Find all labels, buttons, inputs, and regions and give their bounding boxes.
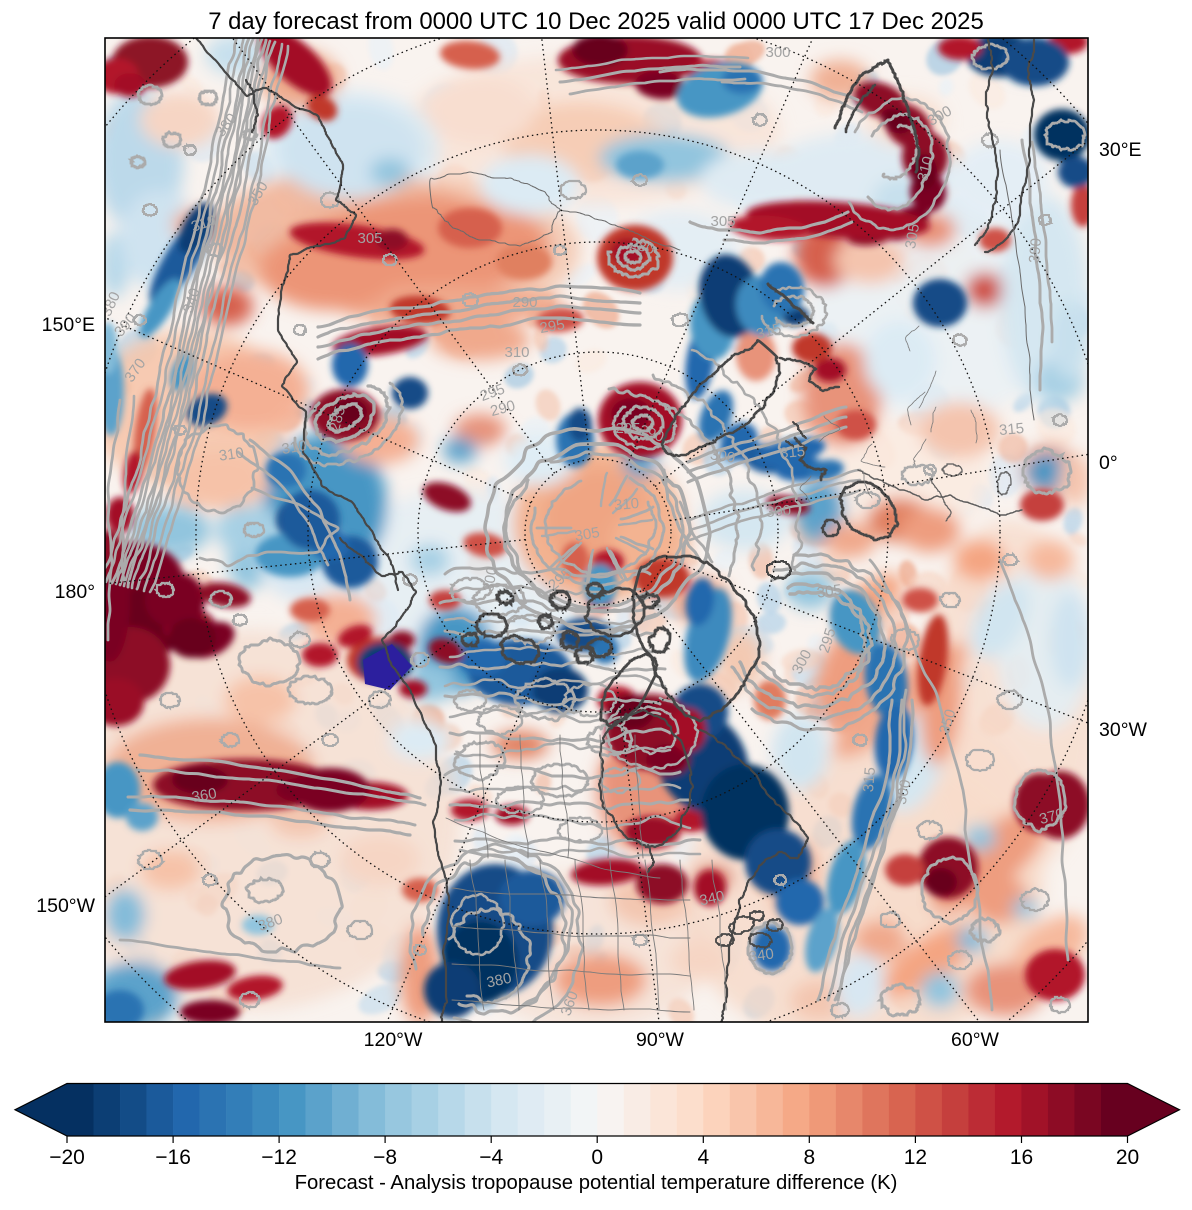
svg-text:300: 300 [893, 778, 915, 806]
svg-text:285: 285 [326, 405, 349, 434]
svg-text:305: 305 [573, 524, 601, 545]
svg-text:150°E: 150°E [42, 314, 95, 336]
svg-text:0: 0 [591, 1146, 603, 1169]
svg-text:60°W: 60°W [951, 1029, 999, 1051]
svg-text:315: 315 [860, 766, 879, 792]
svg-text:280: 280 [628, 235, 657, 258]
svg-text:300: 300 [765, 502, 791, 521]
svg-text:370: 370 [1038, 805, 1067, 828]
svg-text:360: 360 [190, 785, 218, 806]
svg-text:30°W: 30°W [1099, 719, 1147, 741]
svg-text:310: 310 [280, 437, 308, 458]
svg-text:315: 315 [779, 443, 805, 462]
svg-text:300: 300 [709, 446, 736, 466]
svg-text:340: 340 [748, 945, 775, 965]
svg-text:305: 305 [357, 230, 382, 247]
svg-text:310: 310 [218, 444, 245, 464]
svg-text:315: 315 [998, 420, 1024, 439]
svg-text:305: 305 [816, 581, 843, 601]
svg-text:Forecast - Analysis tropopause: Forecast - Analysis tropopause potential… [295, 1172, 898, 1194]
svg-text:300: 300 [765, 44, 790, 61]
svg-text:380: 380 [485, 970, 513, 992]
svg-text:−12: −12 [261, 1146, 297, 1169]
svg-text:340: 340 [180, 286, 204, 315]
svg-text:4: 4 [697, 1146, 709, 1169]
svg-text:295: 295 [538, 316, 566, 337]
svg-text:8: 8 [803, 1146, 815, 1169]
svg-text:295: 295 [816, 626, 840, 655]
svg-text:310: 310 [189, 212, 218, 236]
svg-text:20: 20 [1116, 1146, 1139, 1169]
svg-text:0°: 0° [1099, 452, 1118, 474]
svg-text:305: 305 [710, 213, 735, 230]
svg-text:−16: −16 [155, 1146, 191, 1169]
svg-text:340: 340 [698, 888, 726, 910]
svg-text:310: 310 [613, 495, 639, 514]
svg-text:315: 315 [755, 320, 784, 343]
svg-text:12: 12 [904, 1146, 927, 1169]
svg-text:390: 390 [1026, 237, 1045, 263]
svg-text:310: 310 [504, 344, 529, 361]
svg-text:7 day forecast from 0000 UTC 1: 7 day forecast from 0000 UTC 10 Dec 2025… [208, 8, 984, 35]
svg-text:−4: −4 [479, 1146, 503, 1169]
svg-text:30°E: 30°E [1099, 139, 1142, 161]
svg-text:120°W: 120°W [364, 1029, 423, 1051]
svg-text:305: 305 [902, 222, 923, 250]
svg-text:90°W: 90°W [636, 1029, 684, 1051]
svg-text:300: 300 [480, 565, 501, 593]
svg-text:290: 290 [512, 294, 537, 311]
svg-text:16: 16 [1010, 1146, 1033, 1169]
svg-text:290: 290 [489, 397, 518, 420]
svg-text:180°: 180° [55, 581, 95, 603]
svg-text:−20: −20 [49, 1146, 85, 1169]
svg-text:−8: −8 [373, 1146, 397, 1169]
svg-text:295: 295 [615, 420, 640, 437]
svg-text:350: 350 [936, 707, 960, 736]
svg-text:310: 310 [914, 155, 937, 184]
svg-text:150°W: 150°W [36, 895, 95, 917]
